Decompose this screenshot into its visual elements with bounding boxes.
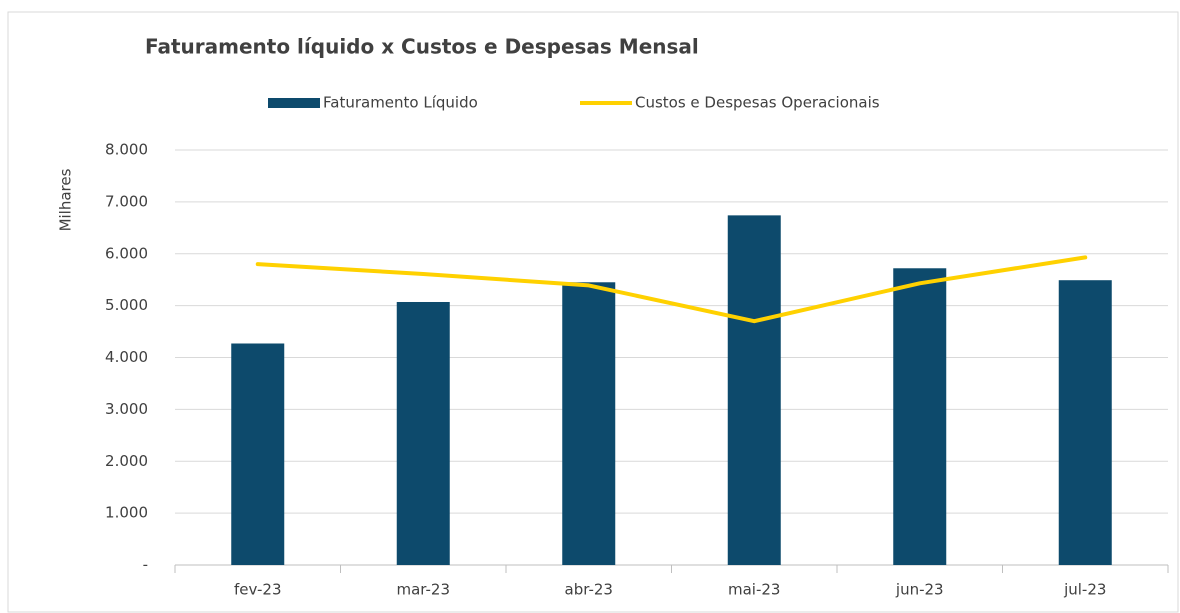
y-tick-label: 8.000 <box>105 141 148 159</box>
y-tick-label: 5.000 <box>105 296 148 314</box>
x-tick-label: fev-23 <box>234 581 281 599</box>
x-tick-label: mar-23 <box>396 581 450 599</box>
chart-title: Faturamento líquido x Custos e Despesas … <box>145 35 699 59</box>
y-tick-label: - <box>143 556 148 574</box>
y-tick-label: 2.000 <box>105 452 148 470</box>
bar <box>893 268 947 565</box>
bar <box>396 301 450 565</box>
bar <box>1058 280 1112 565</box>
x-tick-label: jun-23 <box>895 581 944 599</box>
y-tick-label: 4.000 <box>105 348 148 366</box>
line <box>255 255 1088 324</box>
bar <box>727 215 781 566</box>
x-tick-label: jul-23 <box>1063 581 1106 599</box>
x-tick-label: mai-23 <box>728 581 780 599</box>
y-tick-label: 1.000 <box>105 504 148 522</box>
y-tick-label: 7.000 <box>105 192 148 210</box>
legend-label: Custos e Despesas Operacionais <box>635 94 880 112</box>
bar <box>231 343 285 565</box>
legend-swatch <box>268 98 320 108</box>
bar <box>562 282 616 565</box>
y-tick-label: 6.000 <box>105 244 148 262</box>
y-tick-label: 3.000 <box>105 400 148 418</box>
y-axis-label: Milhares <box>57 168 75 231</box>
legend-label: Faturamento Líquido <box>323 94 478 112</box>
x-tick-label: abr-23 <box>565 581 613 599</box>
